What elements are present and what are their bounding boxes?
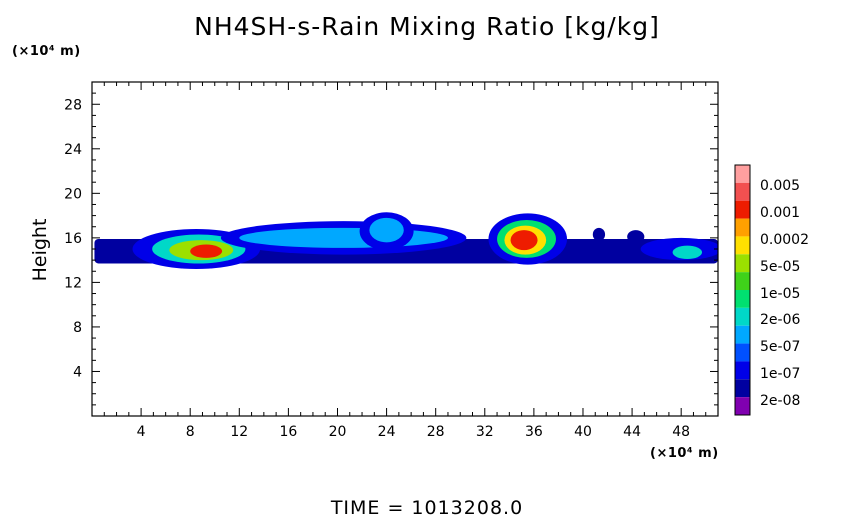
colorbar-swatch bbox=[735, 272, 750, 290]
colorbar-label: 1e-07 bbox=[760, 365, 801, 382]
colorbar-swatch bbox=[735, 325, 750, 344]
x-tick-label: 16 bbox=[279, 424, 297, 440]
y-tick-label: 8 bbox=[73, 320, 82, 336]
colorbar-swatch bbox=[735, 290, 750, 308]
colorbar-swatch bbox=[735, 165, 750, 183]
time-label: TIME = 1013208.0 bbox=[330, 497, 524, 519]
y-axis-unit: (×10⁴ m) bbox=[12, 44, 81, 59]
colorbar-label: 5e-05 bbox=[760, 258, 801, 275]
colorbar-swatch bbox=[735, 361, 750, 380]
x-tick-label: 20 bbox=[329, 424, 347, 440]
contour-cell1-core bbox=[190, 244, 223, 258]
contour-blob-44 bbox=[627, 230, 645, 244]
colorbar-swatch bbox=[735, 236, 750, 255]
colorbar bbox=[734, 164, 751, 416]
x-tick-label: 24 bbox=[378, 424, 396, 440]
chart-title: NH4SH-s-Rain Mixing Ratio [kg/kg] bbox=[194, 12, 660, 41]
x-tick-label: 32 bbox=[476, 424, 494, 440]
colorbar-swatch bbox=[735, 397, 750, 415]
colorbar-label: 0.0002 bbox=[760, 232, 809, 248]
colorbar-swatch bbox=[735, 379, 750, 398]
colorbar-label: 2e-06 bbox=[760, 312, 801, 329]
colorbar-swatch bbox=[735, 182, 750, 201]
colorbar-swatch bbox=[735, 307, 750, 326]
x-tick-label: 36 bbox=[525, 424, 543, 440]
x-tick-label: 48 bbox=[672, 424, 690, 440]
y-tick-label: 4 bbox=[73, 364, 82, 380]
contour-ridge-mid bbox=[239, 227, 448, 248]
y-tick-label: 20 bbox=[64, 186, 82, 202]
colorbar-label: 1e-05 bbox=[760, 285, 801, 302]
colorbar-label: 2e-08 bbox=[760, 392, 801, 409]
colorbar-swatch bbox=[735, 218, 750, 237]
contour-cell2-core bbox=[510, 230, 538, 251]
contour-tower-mid bbox=[369, 217, 404, 243]
contour-blob-41 bbox=[592, 227, 606, 242]
colorbar-swatch bbox=[735, 200, 750, 219]
colorbar-label: 0.001 bbox=[760, 205, 801, 222]
x-tick-label: 4 bbox=[137, 424, 146, 440]
x-tick-label: 12 bbox=[230, 424, 248, 440]
contour-fields bbox=[94, 212, 718, 270]
y-tick-label: 24 bbox=[64, 142, 82, 158]
colorbar-swatch bbox=[735, 343, 750, 362]
colorbar-frame bbox=[734, 164, 751, 416]
x-axis-unit: (×10⁴ m) bbox=[650, 446, 719, 461]
y-tick-label: 28 bbox=[64, 97, 82, 113]
contour-cell3-inner bbox=[672, 245, 703, 260]
y-tick-label: 16 bbox=[64, 231, 82, 247]
x-tick-label: 28 bbox=[427, 424, 445, 440]
colorbar-label: 0.005 bbox=[760, 178, 801, 195]
x-tick-label: 8 bbox=[186, 424, 195, 440]
colorbar-label: 5e-07 bbox=[760, 339, 801, 356]
x-tick-label: 40 bbox=[574, 424, 592, 440]
colorbar-swatch bbox=[735, 254, 750, 273]
y-tick-label: 12 bbox=[64, 275, 82, 291]
x-tick-label: 44 bbox=[623, 424, 641, 440]
